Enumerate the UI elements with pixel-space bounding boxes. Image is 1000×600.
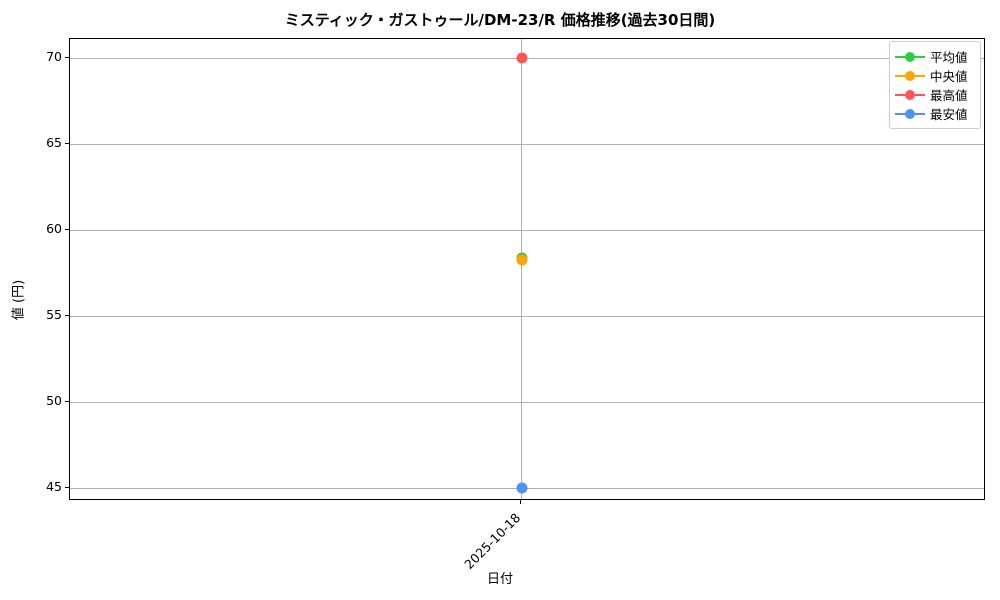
legend-label-max: 最高値 [930,88,968,103]
ytick-label-70: 70 [46,49,62,64]
legend-marker-median-icon [895,70,925,82]
ytick-label-50: 50 [46,393,62,408]
legend-label-median: 中央値 [930,69,968,84]
gridline-y-45 [70,487,984,489]
data-point-median [516,254,527,266]
ytick-label-60: 60 [46,221,62,236]
legend-item-max: 最高値 [895,85,974,104]
ytick-label-65: 65 [46,135,62,150]
legend-item-mean: 平均値 [895,47,974,66]
chart-title: ミスティック・ガストゥール/DM-23/R 価格推移(過去30日間) [284,11,716,29]
y-axis-label: 値 (円) [11,279,27,321]
gridline-y-70 [70,57,984,59]
data-point-min [516,482,527,493]
gridline-y-50 [70,401,984,403]
legend-marker-mean-icon [895,51,925,63]
ytick-mark-65 [65,142,69,144]
xtick-label-2025-10-18: 2025-10-18 [461,510,524,572]
gridline-x-2025-10-18 [521,39,522,499]
legend-label-min: 最安値 [930,107,968,122]
data-point-max [516,52,527,63]
ytick-mark-45 [65,486,69,488]
legend-label-mean: 平均値 [930,50,968,65]
ytick-label-55: 55 [46,307,62,322]
ytick-mark-60 [65,228,69,230]
plot-area [69,38,985,500]
ytick-mark-50 [65,400,69,402]
legend-item-median: 中央値 [895,66,974,85]
legend-marker-min-icon [895,108,925,120]
gridline-y-55 [70,315,984,317]
gridline-y-60 [70,229,984,231]
legend-marker-max-icon [895,89,925,101]
xtick-mark-2025-10-18 [519,500,521,504]
ytick-label-45: 45 [46,479,62,494]
gridline-y-65 [70,143,984,145]
x-axis-label: 日付 [486,572,513,587]
ytick-mark-55 [65,314,69,316]
legend-item-min: 最安値 [895,104,974,123]
chart-legend: 平均値 中央値 最高値 最安値 [889,41,981,129]
ytick-mark-70 [65,56,69,58]
